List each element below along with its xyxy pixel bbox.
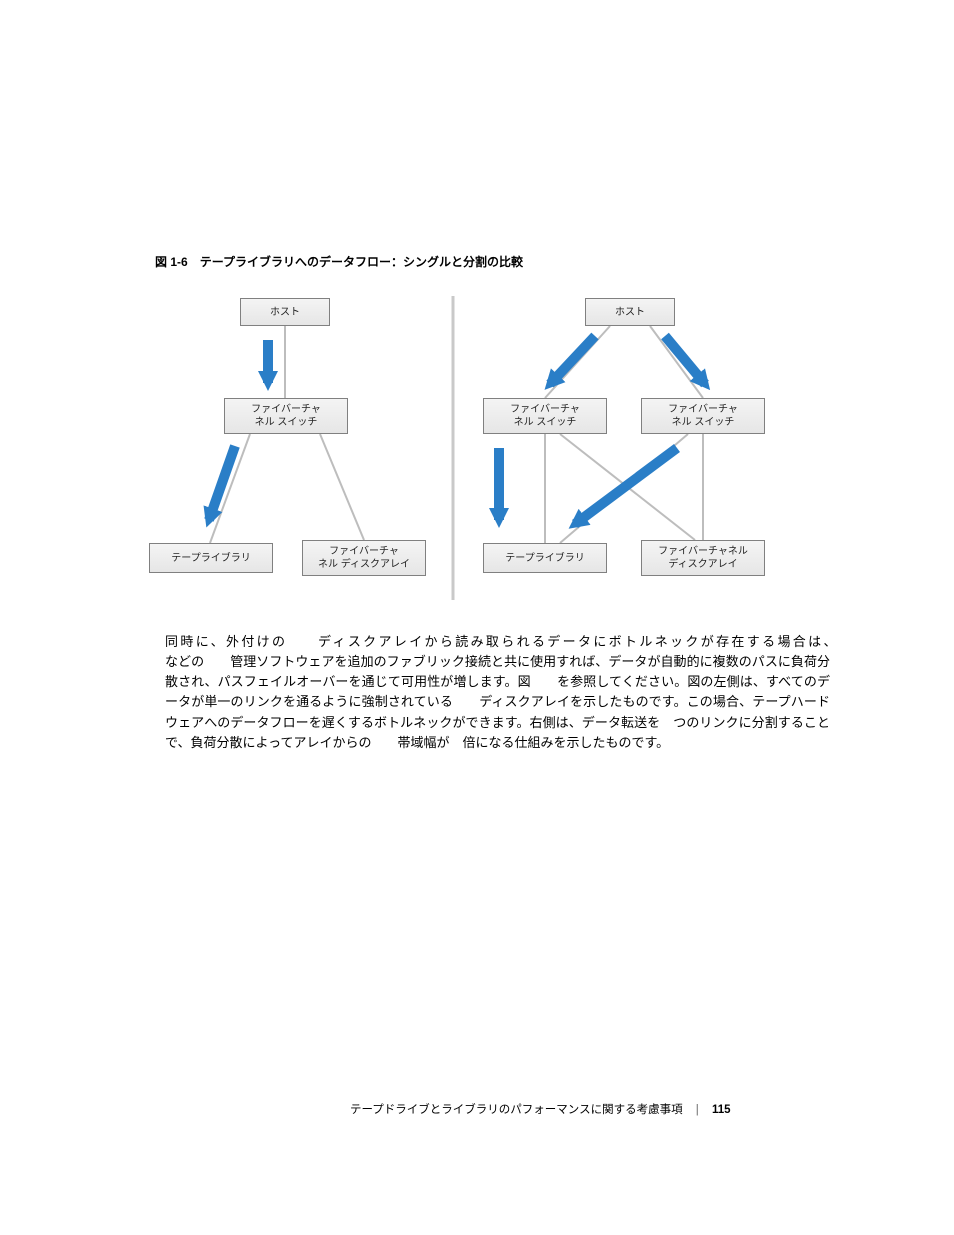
figure-caption: テープライブラリへのデータフロー：シングルと分割の比較 [200,255,523,269]
diagram-node-r-sw1: ファイバーチャネル スイッチ [483,398,607,434]
body-paragraph: 同時に、外付けの ディスクアレイから読み取られるデータにボトルネックが存在する場… [165,632,830,753]
diagram-node-r-host: ホスト [585,298,675,326]
diagram-node-r-da: ファイバーチャネルディスクアレイ [641,540,765,576]
footer-page-number: 115 [712,1104,731,1116]
diagram-node-r-sw2: ファイバーチャネル スイッチ [641,398,765,434]
diagram-node-l-lib: テープライブラリ [149,543,273,573]
diagram-node-l-host: ホスト [240,298,330,326]
figure-prefix: 図 1-6 [155,255,188,269]
page-footer: テープドライブとライブラリのパフォーマンスに関する考慮事項 | 115 [350,1101,731,1117]
diagram-node-l-sw: ファイバーチャネル スイッチ [224,398,348,434]
figure-diagram: ホストファイバーチャネル スイッチテープライブラリ ファイバーチャネル ディスクア… [155,288,835,608]
footer-section: テープドライブとライブラリのパフォーマンスに関する考慮事項 [350,1104,683,1116]
footer-separator: | [696,1104,699,1116]
diagram-node-l-da: ファイバーチャネル ディスクアレイ [302,540,426,576]
diagram-node-r-lib: テープライブラリ [483,543,607,573]
figure-title: 図 1-6 テープライブラリへのデータフロー：シングルと分割の比較 [155,253,835,270]
